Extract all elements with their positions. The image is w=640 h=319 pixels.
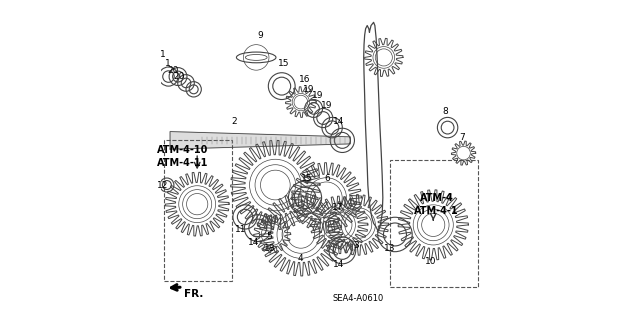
Text: 15: 15	[301, 174, 312, 183]
Text: 19: 19	[312, 91, 324, 100]
Text: 14: 14	[333, 260, 345, 269]
Text: 19: 19	[303, 85, 315, 94]
Polygon shape	[170, 132, 350, 149]
Text: 16: 16	[300, 75, 311, 84]
Text: 10: 10	[425, 257, 436, 266]
Text: 18: 18	[264, 244, 275, 253]
Text: 1: 1	[164, 59, 170, 68]
Bar	[164, 140, 232, 281]
Text: ATM-4-10: ATM-4-10	[157, 145, 208, 155]
Text: 4: 4	[298, 254, 303, 263]
Text: FR.: FR.	[184, 289, 204, 299]
Text: 12: 12	[157, 181, 169, 189]
Text: 14: 14	[248, 238, 259, 247]
Text: 11: 11	[235, 225, 246, 234]
Text: 2: 2	[231, 117, 237, 126]
Text: 9: 9	[257, 31, 263, 40]
Text: 1: 1	[160, 50, 166, 59]
Text: 17: 17	[332, 203, 344, 212]
Text: 14: 14	[333, 117, 344, 126]
Text: 8: 8	[442, 107, 448, 116]
Text: 6: 6	[324, 174, 330, 183]
Text: ATM-4-11: ATM-4-11	[157, 158, 208, 168]
Text: SEA4-A0610: SEA4-A0610	[333, 294, 384, 303]
Text: 20: 20	[167, 66, 179, 75]
Text: ATM-4-1: ATM-4-1	[414, 205, 459, 216]
Text: 19: 19	[321, 101, 333, 110]
Text: 3: 3	[353, 241, 359, 250]
Text: 13: 13	[385, 244, 396, 253]
Text: 7: 7	[459, 133, 465, 142]
Text: ATM-4: ATM-4	[419, 193, 453, 203]
Bar	[390, 160, 478, 287]
Text: 15: 15	[278, 59, 290, 68]
Text: 20: 20	[173, 72, 185, 81]
Text: 5: 5	[266, 232, 272, 241]
